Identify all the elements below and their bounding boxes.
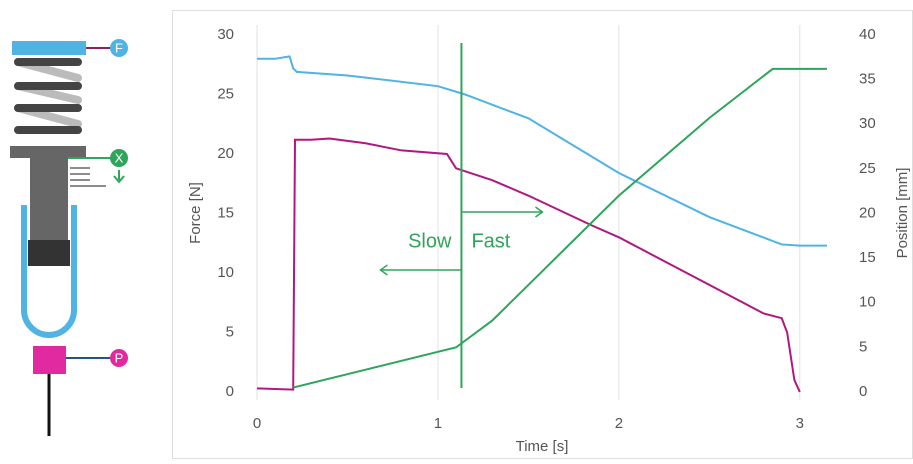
y2-tick-label: 20: [859, 204, 876, 221]
series-line: [293, 69, 827, 388]
series-line: [257, 139, 800, 392]
y-tick-label: 25: [217, 85, 234, 102]
y2-tick-label: 40: [859, 26, 876, 43]
diagram-label: X: [115, 150, 124, 165]
y2-tick-label: 25: [859, 160, 876, 177]
y2-tick-label: 35: [859, 71, 876, 88]
y-tick-label: 0: [226, 383, 234, 400]
y2-tick-label: 0: [859, 383, 867, 400]
x-tick-label: 2: [615, 415, 623, 432]
plate: [10, 146, 86, 158]
y-axis-label: Force [N]: [187, 182, 204, 244]
x-axis-label: Time [s]: [516, 438, 569, 455]
arrow: [380, 265, 461, 275]
y2-tick-label: 5: [859, 338, 867, 355]
annotation: Slow: [408, 230, 452, 252]
scale: [70, 168, 106, 186]
page: F X P Time [s] Force [N] Position [mm] 0…: [0, 0, 913, 464]
figure: F X P Time [s] Force [N] Position [mm] 0…: [0, 0, 913, 459]
annotation: Fast: [471, 230, 510, 252]
y2-axis-label: Position [mm]: [894, 168, 911, 259]
seal: [28, 240, 70, 266]
x-tick-label: 0: [253, 415, 261, 432]
chart-frame: [173, 11, 913, 459]
y-tick-label: 20: [217, 145, 234, 162]
spring: [18, 62, 78, 130]
y2-tick-label: 15: [859, 249, 876, 266]
y-tick-label: 5: [226, 323, 234, 340]
diagram-label: F: [115, 40, 123, 55]
y-tick-label: 30: [217, 26, 234, 43]
y-tick-label: 15: [217, 204, 234, 221]
top-plate: [12, 41, 86, 55]
sensor: [33, 346, 66, 374]
arrow: [461, 207, 542, 217]
x-tick-label: 3: [796, 415, 804, 432]
y2-tick-label: 10: [859, 294, 876, 311]
diagram-label: P: [115, 350, 124, 365]
y-tick-label: 10: [217, 264, 234, 281]
diagram: F X P: [10, 39, 128, 436]
arrow: [114, 170, 124, 182]
series-line: [257, 56, 827, 245]
x-tick-label: 1: [434, 415, 442, 432]
y2-tick-label: 30: [859, 115, 876, 132]
